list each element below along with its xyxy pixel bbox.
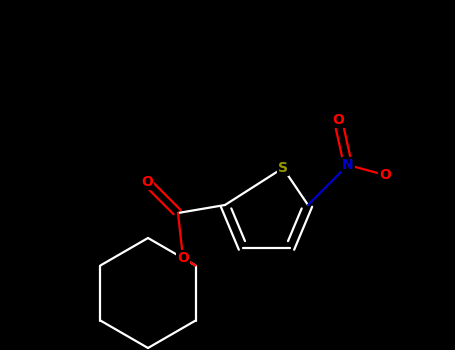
Text: N: N [342,158,354,172]
Text: O: O [332,113,344,127]
Text: O: O [177,251,189,265]
Text: O: O [379,168,391,182]
Text: S: S [278,161,288,175]
Text: O: O [141,175,153,189]
